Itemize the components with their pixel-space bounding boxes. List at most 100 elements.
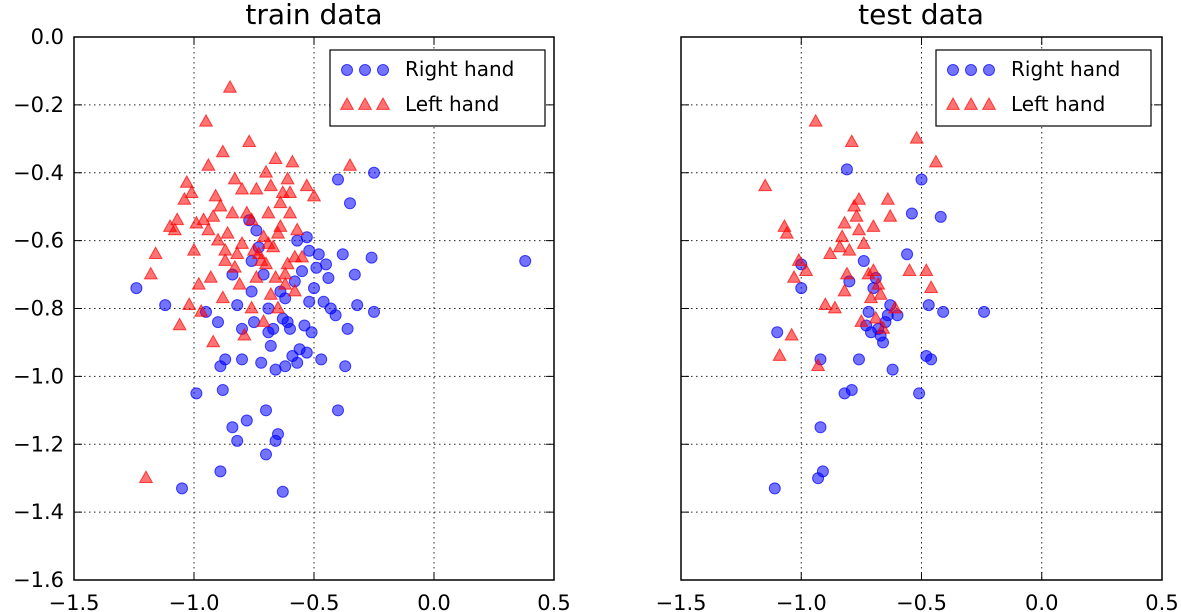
right-hand-point — [901, 248, 914, 261]
left-hand-point — [256, 314, 271, 327]
legend-right-hand-marker — [983, 64, 995, 76]
left-hand-point — [919, 263, 934, 277]
right-hand-point — [816, 465, 829, 478]
left-hand-point — [258, 256, 274, 270]
left-hand-point — [270, 225, 286, 239]
right-hand-point — [276, 485, 289, 498]
legend-right-hand-marker — [965, 64, 977, 76]
left-hand-point — [839, 266, 855, 280]
left-hand-point — [278, 276, 293, 290]
left-hand-point — [201, 157, 216, 171]
left-hand-point — [208, 188, 223, 202]
right-hand-point — [300, 231, 313, 244]
legend-right-hand-marker — [947, 64, 959, 76]
left-hand-point — [227, 171, 242, 185]
left-hand-point — [143, 266, 158, 280]
right-hand-point — [236, 353, 248, 366]
left-hand-point — [249, 269, 264, 283]
right-hand-point — [519, 254, 532, 267]
right-hand-point — [937, 305, 950, 318]
right-hand-point — [300, 346, 313, 359]
left-hand-point — [863, 290, 879, 304]
left-hand-point — [263, 178, 278, 192]
left-hand-point — [851, 222, 867, 236]
right-hand-point — [267, 322, 280, 335]
right-hand-point — [886, 363, 899, 376]
legend-right-hand-marker — [341, 64, 353, 76]
right-hand-point — [212, 316, 224, 329]
left-hand-point — [258, 164, 274, 178]
right-hand-point — [922, 299, 935, 312]
legend-left-hand-marker — [357, 96, 373, 110]
plot-frame — [73, 36, 555, 581]
right-hand-point — [284, 322, 296, 335]
left-hand-point — [210, 232, 226, 246]
right-hand-point — [913, 387, 926, 400]
left-hand-point — [842, 242, 857, 256]
left-hand-point — [167, 222, 182, 236]
right-hand-point — [351, 299, 364, 312]
left-hand-point — [786, 269, 802, 283]
right-hand-point — [320, 258, 332, 271]
grid — [74, 37, 554, 580]
right-hand-point — [219, 353, 232, 366]
right-hand-point — [315, 353, 328, 366]
legend-left-hand-marker — [945, 96, 961, 110]
left-hand-point — [249, 181, 264, 195]
left-hand-point — [779, 225, 794, 239]
left-hand-point — [798, 263, 814, 277]
right-hand-point — [365, 251, 378, 264]
right-hand-point — [279, 360, 292, 373]
left-hand-point — [854, 314, 869, 327]
left-hand-point — [198, 113, 214, 127]
legend-left-hand-marker — [339, 96, 355, 110]
left-hand-point — [827, 300, 843, 314]
right-hand-point — [915, 173, 928, 186]
legend-label-right-hand: Right hand — [405, 57, 514, 81]
left-hand-point — [239, 205, 254, 219]
chart-title: test data — [858, 0, 984, 31]
left-hand-point — [832, 239, 847, 253]
right-hand-point — [934, 210, 947, 223]
plot-frame — [680, 36, 1163, 581]
left-hand-point — [215, 290, 230, 304]
legend-markers — [945, 64, 997, 110]
x-tick-label: −1.5 — [656, 591, 707, 612]
right-hand-point — [795, 282, 808, 295]
right-hand-point — [814, 421, 827, 434]
right-hand-point — [368, 305, 380, 318]
left-hand-point — [170, 212, 185, 226]
y-tick-label: −0.4 — [13, 161, 64, 185]
left-hand-point — [244, 300, 259, 314]
left-hand-point — [234, 235, 250, 249]
left-hand-point — [222, 79, 238, 93]
left-hand-point — [282, 205, 298, 219]
x-axis-tick-labels: −1.5 −1.0 −0.5 0.0 0.5 — [656, 591, 1179, 612]
left-hand-point — [184, 185, 199, 198]
right-hand-point — [159, 299, 172, 312]
y-tick-label: −0.2 — [13, 93, 64, 117]
right-hand-point — [240, 414, 253, 427]
right-hand-point — [862, 305, 875, 318]
right-hand-point — [852, 353, 865, 366]
left-hand-point — [772, 347, 787, 361]
legend: Right hand Left hand — [935, 49, 1152, 127]
right-hand-point — [260, 404, 272, 417]
right-hand-point — [840, 163, 853, 176]
left-hand-point — [270, 300, 286, 314]
legend-right-hand-marker — [359, 64, 371, 76]
left-hand-point — [232, 276, 247, 290]
left-hand-point — [849, 208, 864, 222]
left-hand-point — [873, 286, 888, 300]
left-hand-point — [856, 235, 871, 249]
legend-label-right-hand: Right hand — [1011, 57, 1120, 81]
left-hand-point — [902, 263, 917, 277]
right-hand-point — [317, 295, 330, 308]
y-tick-label: −1.6 — [13, 568, 64, 592]
right-hand-point — [344, 197, 356, 210]
left-hand-point — [177, 191, 192, 205]
right-hand-point — [322, 271, 335, 284]
right-hand-point — [308, 282, 320, 295]
left-hand-point — [784, 327, 799, 341]
